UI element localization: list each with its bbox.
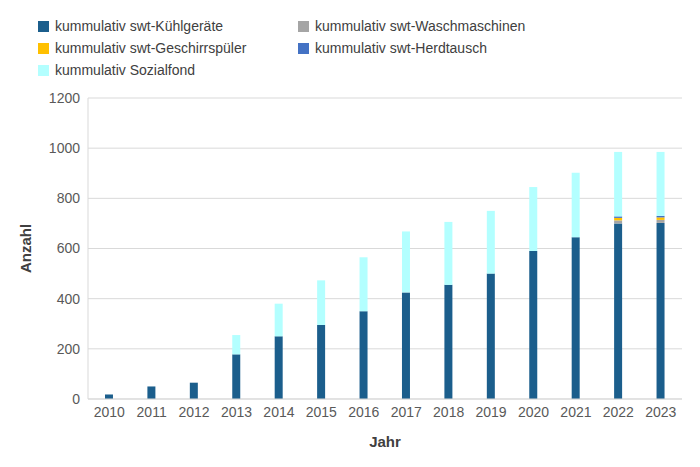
svg-text:400: 400 xyxy=(57,291,81,307)
svg-text:2016: 2016 xyxy=(348,404,379,420)
html-text:kummulativ swt-Waschmaschinen: kummulativ swt-Waschmaschinen xyxy=(315,18,526,34)
svg-text:2021: 2021 xyxy=(560,404,591,420)
html-text:kummulativ swt-Geschirrspüler: kummulativ swt-Geschirrspüler xyxy=(55,40,247,56)
svg-text:2018: 2018 xyxy=(433,404,464,420)
svg-text:2019: 2019 xyxy=(475,404,506,420)
svg-text:2017: 2017 xyxy=(391,404,422,420)
svg-text:2010: 2010 xyxy=(94,404,125,420)
svg-text:Anzahl: Anzahl xyxy=(17,224,34,273)
svg-text:2023: 2023 xyxy=(645,404,676,420)
html-text:kummulativ Sozialfond: kummulativ Sozialfond xyxy=(55,62,196,78)
svg-text:2012: 2012 xyxy=(178,404,209,420)
svg-text:800: 800 xyxy=(57,190,81,206)
svg-text:2022: 2022 xyxy=(603,404,634,420)
svg-text:1200: 1200 xyxy=(49,90,80,106)
html-text:kummulativ swt-Kühlgeräte: kummulativ swt-Kühlgeräte xyxy=(55,18,224,34)
svg-text:2011: 2011 xyxy=(137,404,167,420)
svg-text:2014: 2014 xyxy=(263,404,294,420)
svg-text:2015: 2015 xyxy=(306,404,337,420)
svg-text:0: 0 xyxy=(72,391,80,407)
svg-text:600: 600 xyxy=(57,240,81,256)
svg-text:200: 200 xyxy=(57,341,81,357)
svg-text:2020: 2020 xyxy=(518,404,549,420)
svg-text:Jahr: Jahr xyxy=(369,433,401,450)
html-text:kummulativ swt-Herdtausch: kummulativ swt-Herdtausch xyxy=(315,40,487,56)
svg-text:1000: 1000 xyxy=(49,140,80,156)
svg-text:2013: 2013 xyxy=(221,404,252,420)
